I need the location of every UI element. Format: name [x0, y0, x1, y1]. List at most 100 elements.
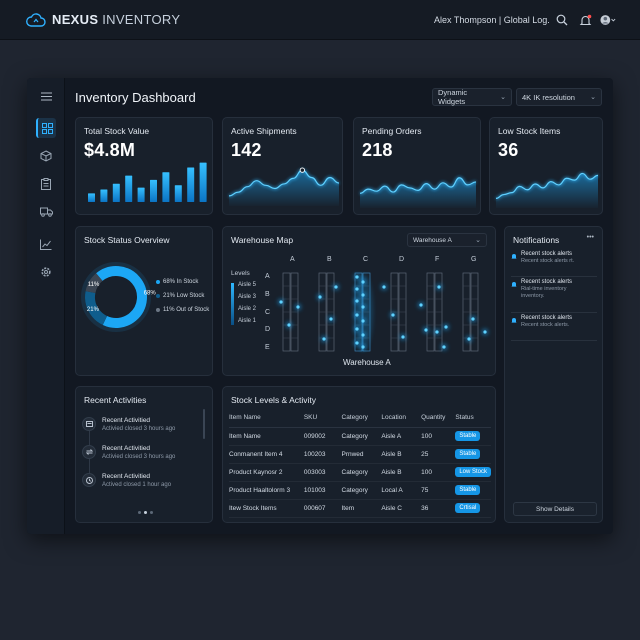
- kpi-value: $4.8M: [84, 140, 136, 160]
- bar-mark: [162, 172, 170, 202]
- notification-item[interactable]: Recent stock alerts Rial-time inventory i…: [511, 279, 597, 313]
- cell-quantity: 25: [421, 445, 456, 464]
- kpi-card-total-stock[interactable]: Total Stock Value $4.8M: [75, 117, 213, 215]
- warehouse-floor-map[interactable]: [223, 227, 497, 377]
- page-dot[interactable]: [144, 511, 147, 514]
- brand-name: NEXUS INVENTORY: [52, 12, 181, 27]
- cell-sku: 100203: [303, 445, 342, 464]
- column-header[interactable]: Status: [455, 409, 491, 428]
- stock-hotspot: [361, 333, 365, 337]
- pagination-dots[interactable]: [138, 511, 153, 514]
- cell-quantity: 36: [421, 499, 456, 518]
- stock-hotspot: [361, 305, 365, 309]
- brand-logo[interactable]: NEXUS INVENTORY: [26, 12, 180, 27]
- resolution-dropdown[interactable]: 4K IK resolution ⌄: [516, 88, 602, 106]
- kpi-card-low-stock[interactable]: Low Stock Items 36: [489, 117, 603, 215]
- table-row[interactable]: Product Kaynosr 2 003003 Category Aisle …: [229, 463, 491, 482]
- cell-status: Stable: [455, 427, 491, 446]
- activity-item[interactable]: Recent Activitied Activied closed 3 hours…: [82, 445, 175, 467]
- page-dot[interactable]: [138, 511, 141, 514]
- status-badge: Crtisal: [455, 503, 481, 513]
- stock-hotspot: [471, 317, 475, 321]
- warehouse-selector[interactable]: Warehouse A ⌄: [407, 233, 487, 247]
- kpi-card-active-shipments[interactable]: Active Shipments 142: [222, 117, 343, 215]
- cell-item-name: Product Kaynosr 2: [229, 463, 304, 482]
- transfer-icon: [82, 445, 96, 459]
- stock-hotspot: [361, 280, 365, 284]
- bar-mark: [112, 183, 120, 202]
- bar-mark: [150, 179, 157, 202]
- level-label: Aisle 2: [238, 306, 257, 312]
- bar-mark: [125, 175, 133, 202]
- bell-icon: [511, 282, 517, 287]
- document-icon: [82, 417, 96, 431]
- widgets-dropdown[interactable]: Dynamic Widgets ⌄: [432, 88, 512, 106]
- column-header[interactable]: SKU: [303, 409, 342, 428]
- status-badge: Stable: [455, 431, 481, 441]
- cell-status: Crtisal: [455, 499, 491, 518]
- page-dot[interactable]: [150, 511, 153, 514]
- bell-icon[interactable]: [577, 12, 593, 28]
- cell-category: Category: [341, 463, 382, 482]
- donut-hole: [95, 276, 137, 318]
- show-details-button[interactable]: Show Details: [513, 502, 597, 516]
- activity-item[interactable]: Recent Activitied Actived closed 1 hour a…: [82, 473, 171, 495]
- column-header[interactable]: Category: [341, 409, 382, 428]
- stock-hotspot: [435, 330, 439, 334]
- cell-location: Local A: [381, 481, 422, 500]
- series-line: [495, 172, 599, 199]
- chevron-down-icon: ⌄: [475, 237, 481, 244]
- status-badge: Stable: [455, 449, 481, 459]
- cell-location: Aisle B: [381, 445, 422, 464]
- card-title: Recent Activities: [84, 395, 147, 405]
- settings-icon[interactable]: [36, 262, 56, 282]
- box-icon[interactable]: [36, 146, 56, 166]
- clipboard-icon[interactable]: [36, 174, 56, 194]
- legend-dot: [156, 280, 160, 284]
- analytics-icon[interactable]: [36, 234, 56, 254]
- column-header[interactable]: Location: [381, 409, 422, 428]
- column-header[interactable]: Quantity: [421, 409, 456, 428]
- table-row[interactable]: Product Haaltolorm 3 101003 Category Loc…: [229, 481, 491, 500]
- column-header[interactable]: Item Name: [229, 409, 304, 428]
- cell-item-name: Product Haaltolorm 3: [229, 481, 304, 500]
- low-stock-area-chart: [495, 172, 599, 208]
- cell-quantity: 75: [421, 481, 456, 500]
- page-title: Inventory Dashboard: [75, 90, 196, 105]
- bar-mark: [88, 193, 95, 202]
- stock-hotspot: [444, 325, 448, 329]
- search-icon[interactable]: [554, 12, 570, 28]
- activity-item[interactable]: Recent Activitied Activied closed 3 hours…: [82, 417, 175, 439]
- stock-hotspot: [355, 313, 359, 317]
- stock-hotspot: [382, 285, 386, 289]
- kpi-card-pending-orders[interactable]: Pending Orders 218: [353, 117, 481, 215]
- notification-item[interactable]: Recent stock alerts Recent stock alerts.: [511, 315, 597, 341]
- kpi-label: Pending Orders: [362, 126, 422, 136]
- dashboard-icon[interactable]: [36, 118, 56, 138]
- stock-hotspot: [419, 303, 423, 307]
- kpi-value: 218: [362, 140, 393, 160]
- cell-sku: 003003: [303, 463, 342, 482]
- menu-icon[interactable]: [36, 86, 56, 106]
- table-row[interactable]: Item Name 009002 Category Aisle A 100 St…: [229, 427, 491, 446]
- area-fill: [360, 177, 476, 208]
- stock-hotspot: [437, 285, 441, 289]
- notification-item[interactable]: Recent stock alerts Recent stock alerts r…: [511, 251, 597, 277]
- top-bar: NEXUS INVENTORY Alex Thompson | Global L…: [0, 0, 640, 40]
- table-row[interactable]: Itew Stock Items 000607 Item Aisle C 36 …: [229, 499, 491, 518]
- avatar[interactable]: [600, 12, 616, 28]
- area-fill: [229, 170, 339, 206]
- stock-hotspot: [361, 345, 365, 349]
- level-label: Aisle 5: [238, 282, 257, 288]
- more-options-icon[interactable]: •••: [586, 234, 594, 241]
- table-row[interactable]: Conmanent Item 4 100203 Prnwed Aisle B 2…: [229, 445, 491, 464]
- stock-hotspot: [334, 285, 338, 289]
- stock-hotspot: [355, 287, 359, 291]
- scrollbar[interactable]: [203, 409, 205, 439]
- level-scale: [231, 283, 234, 325]
- user-account-label[interactable]: Alex Thompson | Global Log.: [434, 15, 550, 25]
- cell-quantity: 100: [421, 427, 456, 446]
- truck-icon[interactable]: [36, 202, 56, 222]
- stock-hotspot: [467, 337, 471, 341]
- series-point: [299, 167, 305, 173]
